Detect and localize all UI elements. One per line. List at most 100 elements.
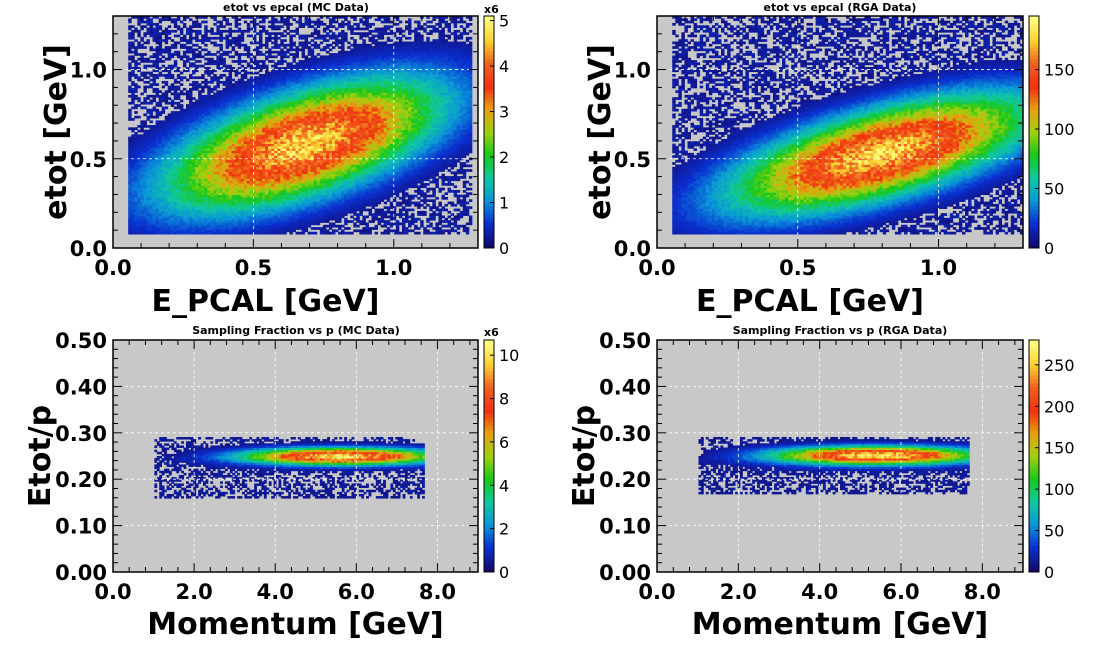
heat-cell <box>292 35 295 38</box>
heat-cell <box>299 102 302 105</box>
heat-cell <box>189 111 192 114</box>
heat-cell <box>244 86 247 89</box>
heat-cell <box>137 104 140 107</box>
heat-cell <box>271 37 274 40</box>
heat-cell <box>159 95 162 98</box>
heat-cell <box>314 192 317 195</box>
heat-cell <box>134 202 137 205</box>
heat-cell <box>235 134 238 137</box>
heat-cell <box>219 123 222 126</box>
heat-cell <box>226 199 229 202</box>
heat-cell <box>223 174 226 177</box>
heat-cell <box>165 167 168 170</box>
heat-cell <box>238 232 241 235</box>
heat-cell <box>150 169 153 172</box>
heat-cell <box>305 74 308 77</box>
heat-cell <box>274 21 277 24</box>
heat-cell <box>247 35 250 38</box>
heat-cell <box>192 106 195 109</box>
heat-cell <box>292 100 295 103</box>
heat-cell <box>235 44 238 47</box>
heat-cell <box>232 144 235 147</box>
heat-cell <box>289 227 292 230</box>
heat-cell <box>262 44 265 47</box>
heat-cell <box>229 137 232 140</box>
heat-cell <box>283 132 286 135</box>
heat-cell <box>256 141 259 144</box>
heat-cell <box>238 197 241 200</box>
heat-cell <box>274 206 277 209</box>
heat-cell <box>219 164 222 167</box>
heat-cell <box>150 227 153 230</box>
heat-cell <box>192 132 195 135</box>
heat-cell <box>201 146 204 149</box>
heat-cell <box>311 93 314 96</box>
heat-cell <box>223 53 226 56</box>
heat-cell <box>189 218 192 221</box>
heat-cell <box>238 79 241 82</box>
heat-cell <box>232 134 235 137</box>
heat-cell <box>189 190 192 193</box>
heat-cell <box>177 155 180 158</box>
heat-cell <box>268 178 271 181</box>
heat-cell <box>308 76 311 79</box>
heat-cell <box>137 181 140 184</box>
heat-cell <box>250 151 253 154</box>
heat-cell <box>204 176 207 179</box>
heat-cell <box>250 42 253 45</box>
heat-cell <box>238 213 241 216</box>
heat-cell <box>128 90 131 93</box>
heat-cell <box>180 213 183 216</box>
heat-cell <box>292 178 295 181</box>
heat-cell <box>189 120 192 123</box>
heat-cell <box>201 155 204 158</box>
heat-cell <box>201 113 204 116</box>
heat-cell <box>232 202 235 205</box>
heat-cell <box>235 74 238 77</box>
heat-cell <box>265 222 268 225</box>
heat-cell <box>305 204 308 207</box>
heat-cell <box>271 81 274 84</box>
heat-cell <box>289 199 292 202</box>
heat-cell <box>247 192 250 195</box>
heat-cell <box>131 30 134 33</box>
heat-cell <box>210 183 213 186</box>
heat-cell <box>216 76 219 79</box>
heat-cell <box>192 220 195 223</box>
heat-cell <box>165 32 168 35</box>
heat-cell <box>171 188 174 191</box>
heat-cell <box>238 227 241 230</box>
heat-cell <box>174 155 177 158</box>
heat-cell <box>146 42 149 45</box>
heat-cell <box>229 181 232 184</box>
heat-cell <box>299 202 302 205</box>
heat-cell <box>189 151 192 154</box>
heat-cell <box>186 209 189 212</box>
heat-cell <box>180 183 183 186</box>
heat-cell <box>238 28 241 31</box>
heat-cell <box>213 216 216 219</box>
heat-cell <box>186 169 189 172</box>
heat-cell <box>210 176 213 179</box>
heat-cell <box>277 113 280 116</box>
heat-cell <box>207 53 210 56</box>
heat-cell <box>201 74 204 77</box>
heat-cell <box>213 153 216 156</box>
heat-cell <box>156 76 159 79</box>
heat-cell <box>140 202 143 205</box>
heat-cell <box>259 88 262 91</box>
heat-cell <box>286 28 289 31</box>
heat-cell <box>259 209 262 212</box>
heat-cell <box>162 32 165 35</box>
heat-cell <box>134 39 137 42</box>
heat-cell <box>271 123 274 126</box>
heat-cell <box>174 192 177 195</box>
heat-cell <box>241 148 244 151</box>
heat-cell <box>274 97 277 100</box>
heat-cell <box>131 169 134 172</box>
heat-cell <box>232 197 235 200</box>
heat-cell <box>238 188 241 191</box>
heat-cell <box>207 146 210 149</box>
heat-cell <box>162 134 165 137</box>
heat-cell <box>259 21 262 24</box>
